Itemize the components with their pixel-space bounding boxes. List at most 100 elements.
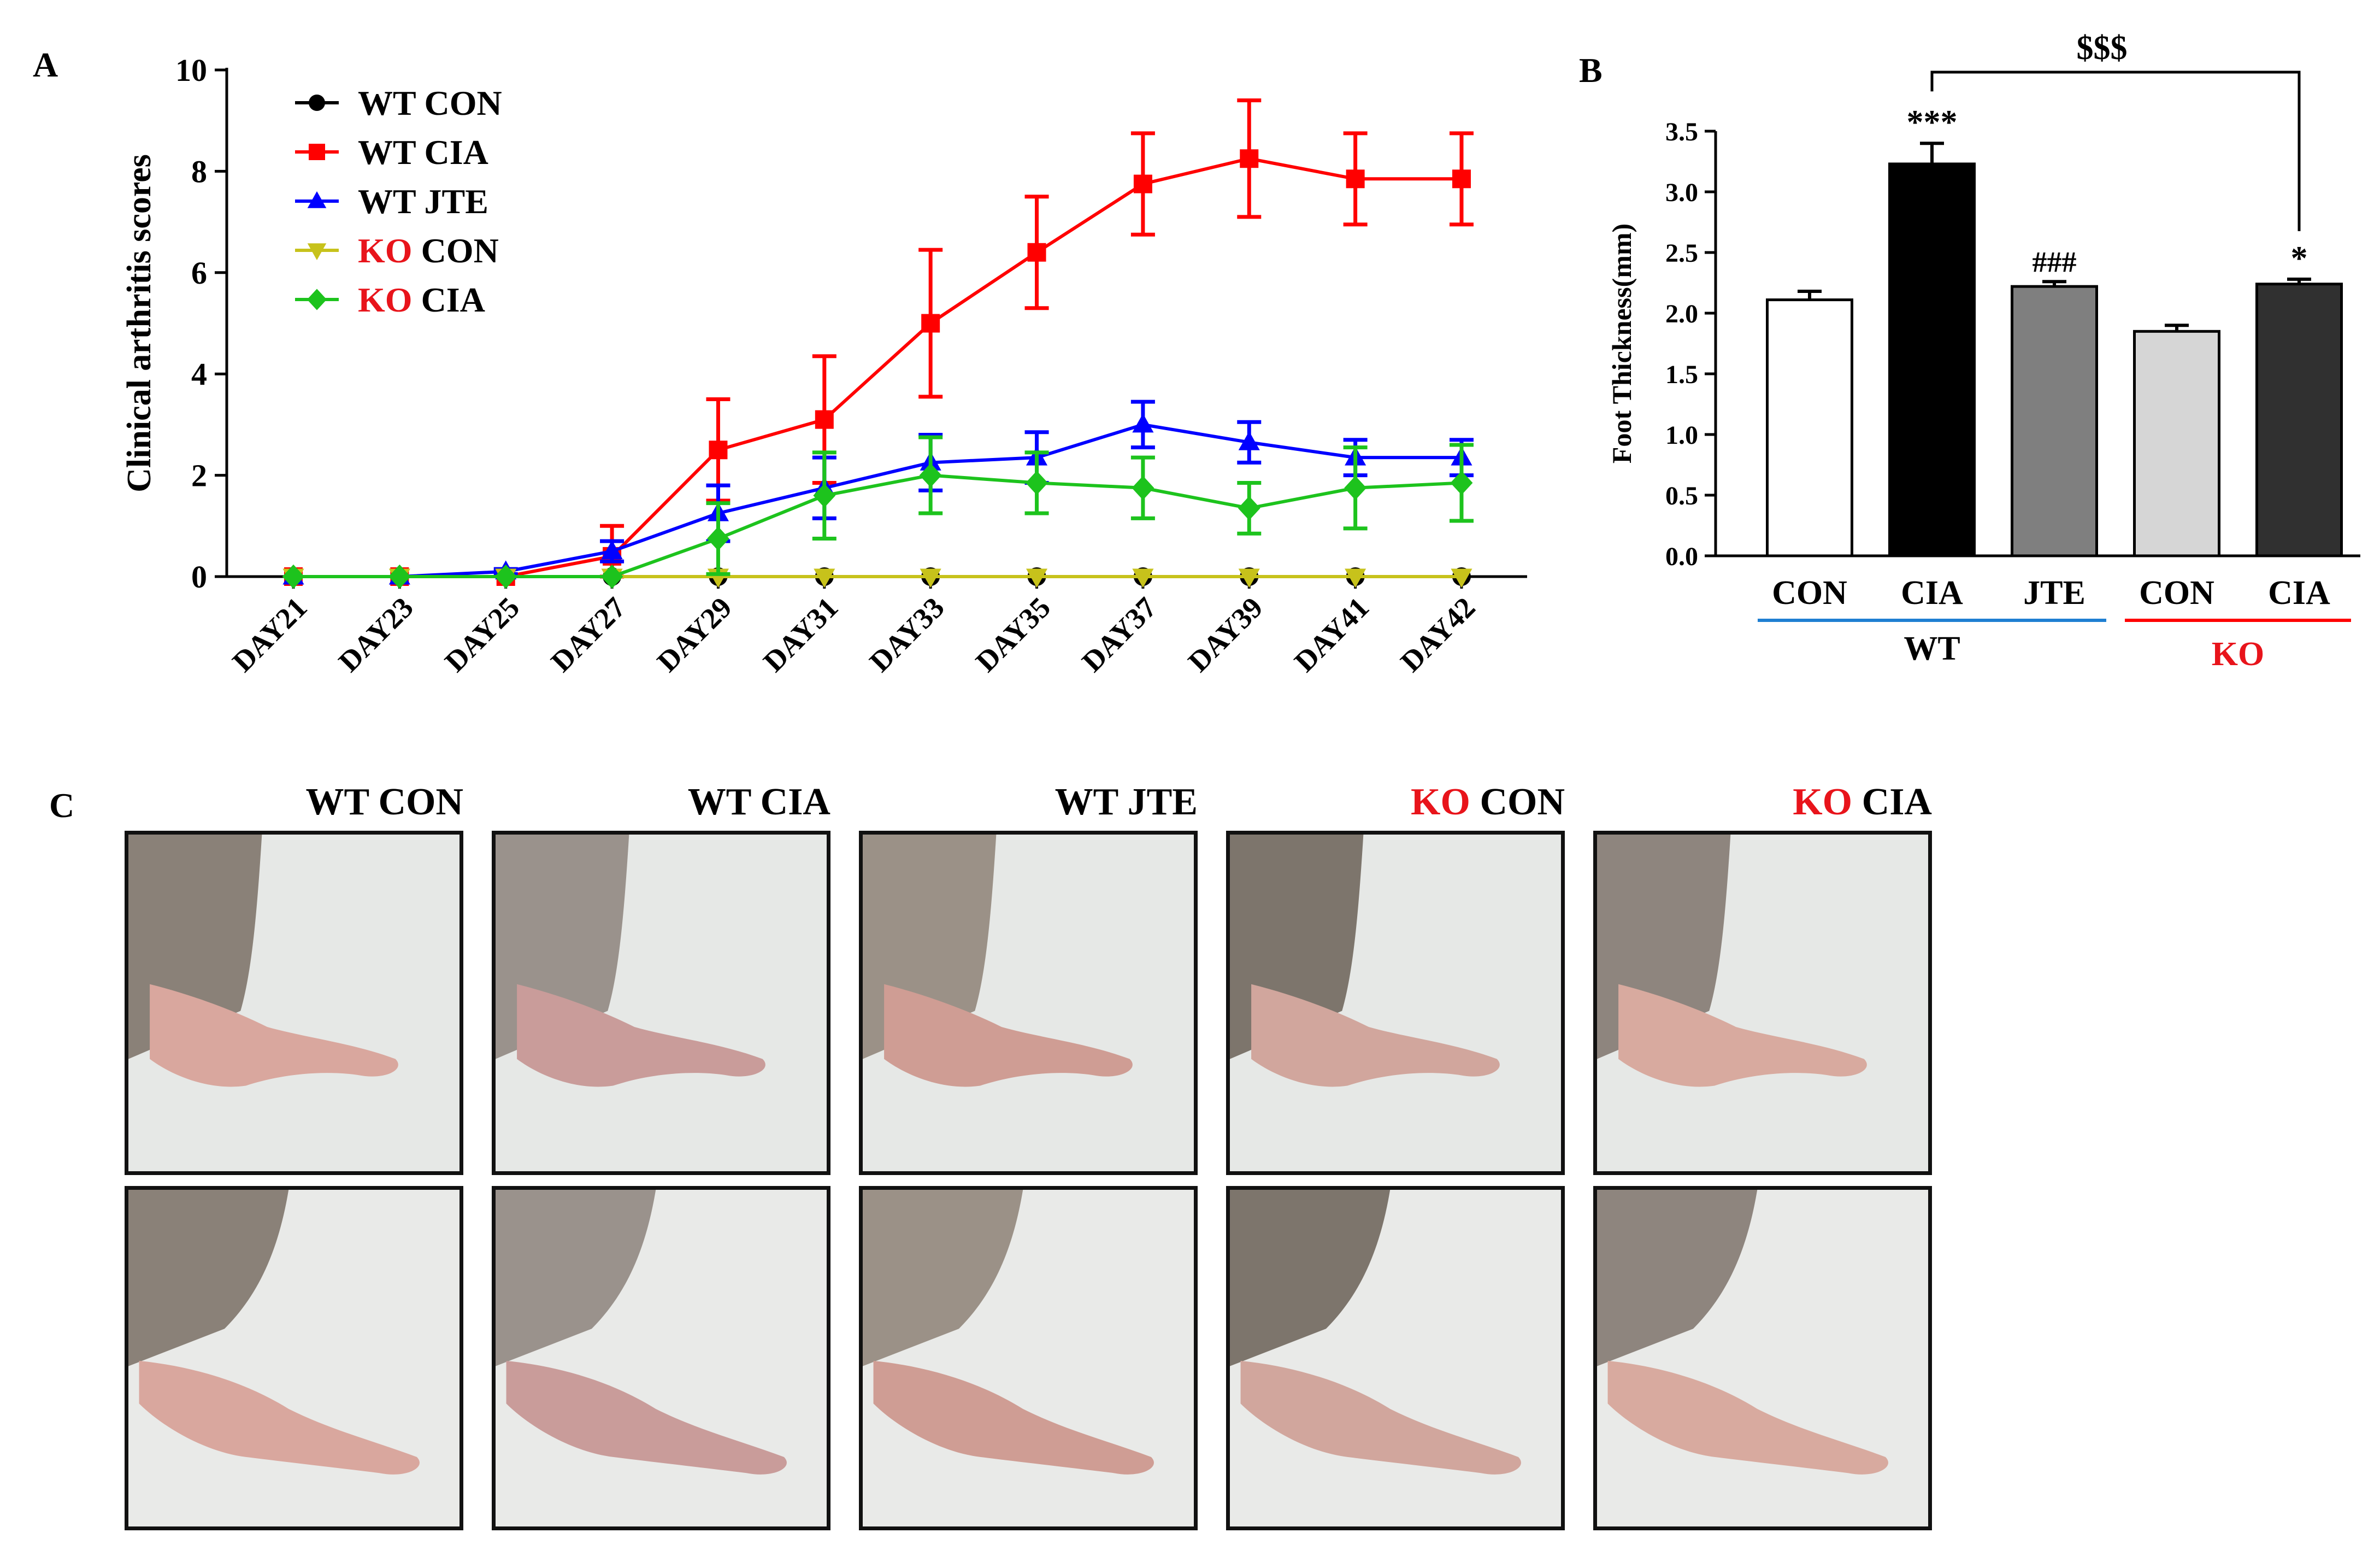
paw-photo: [125, 831, 463, 1175]
series-line: [293, 422, 1462, 578]
photo-title-prefix: KO: [1793, 781, 1853, 823]
data-point: [1346, 169, 1365, 189]
x-tick-label: CIA: [2268, 574, 2330, 612]
y-tick-label: 3.0: [1665, 178, 1698, 207]
paw-photo: [859, 831, 1198, 1175]
series-line: [293, 473, 1462, 578]
paw-illustration: [496, 835, 827, 1171]
y-tick-label: 3.5: [1665, 118, 1698, 146]
y-tick-label: 2.5: [1665, 239, 1698, 268]
x-tick-label: DAY31: [757, 591, 844, 678]
fur-region: [128, 1190, 289, 1366]
x-tick-label: DAY27: [545, 591, 632, 678]
panel-label-a: A: [33, 45, 58, 84]
paw-illustration: [128, 1190, 459, 1526]
paw-region: [1240, 1360, 1521, 1475]
bar: [2011, 285, 2098, 557]
legend: WT CON WT CIA WT JTE KO CON KO CIA: [295, 84, 502, 319]
significance-label: ***: [1907, 104, 1958, 141]
photo-title-suffix: JTE: [1118, 781, 1198, 823]
y-tick-label: 2: [191, 458, 207, 494]
photo-column-title: WT JTE: [859, 780, 1198, 824]
paw-photo: [492, 1186, 830, 1530]
group-label-ko: KO: [2212, 636, 2264, 673]
paw-illustration: [1597, 835, 1928, 1171]
fur-region: [1597, 1190, 1758, 1366]
paw-photo: [1226, 831, 1565, 1175]
series-wt-cia: [284, 98, 1474, 586]
legend-label: WT JTE: [358, 182, 488, 221]
bar: [2133, 330, 2220, 557]
x-tick-label: DAY42: [1394, 591, 1482, 678]
data-point: [1452, 169, 1471, 189]
y-tick-label: 1.5: [1665, 360, 1698, 389]
paw-region: [884, 984, 1133, 1087]
panel-label-c: C: [49, 786, 74, 825]
data-point: [1240, 149, 1259, 168]
data-point: [707, 526, 729, 551]
data-point: [1450, 471, 1473, 495]
paw-photo: [492, 831, 830, 1175]
y-tick-label: 0: [191, 559, 207, 595]
significance-label: *: [2291, 240, 2308, 277]
photo-title-prefix: WT: [1054, 781, 1118, 823]
paw-photo: [1593, 831, 1932, 1175]
x-tick-label: CIA: [1901, 574, 1963, 612]
paw-region: [139, 1360, 420, 1475]
y-tick-label: 2.0: [1665, 300, 1698, 328]
photo-title-suffix: CIA: [1852, 781, 1932, 823]
data-point: [282, 564, 305, 589]
paw-region: [150, 984, 398, 1087]
x-tick-label: DAY41: [1288, 591, 1375, 678]
paw-region: [1251, 984, 1500, 1087]
paw-region: [1618, 984, 1867, 1087]
bar: [2255, 283, 2343, 557]
y-tick-label: 10: [175, 52, 207, 88]
data-point: [1344, 475, 1367, 500]
foot-thickness-bar-chart: B CON *** CIA ### JTE CON * CIA 0.0 0.5 1.0 1.5 2.0 2…: [1579, 30, 2360, 673]
series-line: [293, 157, 1462, 578]
legend-label: KO CIA: [358, 280, 485, 319]
data-point: [1238, 431, 1260, 450]
photo-title-prefix: KO: [1411, 781, 1470, 823]
data-point: [1132, 475, 1154, 500]
paw-photo: [859, 1186, 1198, 1530]
paw-illustration: [1230, 1190, 1561, 1526]
x-tick-label: DAY23: [332, 591, 420, 678]
paw-photo: [1226, 1186, 1565, 1530]
x-tick-label: CON: [2139, 574, 2214, 612]
data-point: [919, 463, 942, 488]
panel-label-b: B: [1579, 51, 1603, 90]
legend-label: WT CON: [358, 84, 502, 122]
photo-title-suffix: CON: [368, 781, 463, 823]
data-point: [1132, 413, 1154, 433]
bar: [1766, 298, 1853, 557]
photo-column-title: KO CON: [1226, 780, 1565, 824]
significance-label: ###: [2033, 245, 2077, 278]
x-tick-label: DAY37: [1076, 591, 1163, 678]
paw-illustration: [1230, 835, 1561, 1171]
paw-illustration: [496, 1190, 827, 1526]
y-tick-label: 8: [191, 154, 207, 189]
paw-photo: [1593, 1186, 1932, 1530]
data-point: [494, 564, 517, 589]
x-tick-label: DAY39: [1182, 591, 1269, 678]
bracket-label: $$$: [2077, 30, 2128, 67]
photo-title-suffix: CON: [1470, 781, 1565, 823]
legend-marker: [307, 289, 327, 310]
legend-marker: [309, 144, 325, 160]
y-axis-label: Foot Thickness(mm): [1606, 224, 1637, 463]
data-point: [1451, 568, 1472, 588]
data-point: [1132, 568, 1154, 588]
data-point: [1345, 568, 1366, 588]
data-point: [601, 540, 623, 560]
photo-title-prefix: WT: [305, 781, 369, 823]
x-tick-label: DAY35: [969, 591, 1057, 678]
legend-label: WT CIA: [358, 133, 488, 172]
photo-title-suffix: CIA: [751, 781, 830, 823]
bar: [1888, 162, 1976, 557]
legend-marker: [307, 191, 327, 208]
legend-label: KO CON: [358, 231, 499, 270]
